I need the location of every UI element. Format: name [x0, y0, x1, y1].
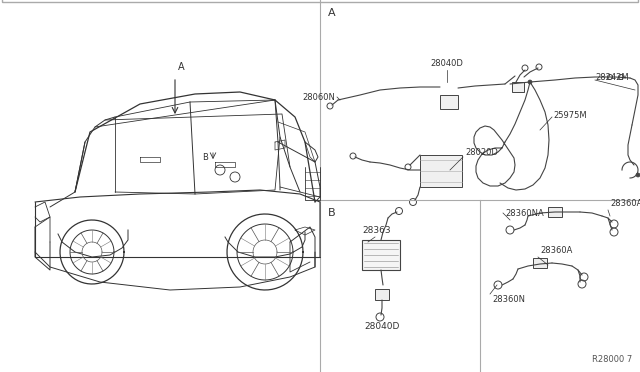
Bar [512, 82, 524, 92]
Bar [375, 289, 389, 300]
Text: A: A [328, 8, 335, 18]
Text: B: B [328, 208, 335, 218]
Text: 28360N: 28360N [492, 295, 525, 304]
Circle shape [528, 80, 532, 84]
Text: 28040D: 28040D [364, 322, 400, 331]
Text: 28360NA: 28360NA [505, 208, 544, 218]
Bar [362, 240, 400, 270]
Text: 28242M: 28242M [595, 74, 628, 83]
Text: 25975M: 25975M [553, 110, 587, 119]
Text: B: B [202, 153, 208, 161]
Text: 28360A: 28360A [540, 246, 572, 255]
Text: 28040D: 28040D [431, 59, 463, 68]
Text: 28363: 28363 [362, 226, 390, 235]
Bar [533, 258, 547, 268]
Text: 28020D: 28020D [465, 148, 498, 157]
Bar [548, 207, 562, 217]
Text: 28060N: 28060N [302, 93, 335, 102]
Text: 28360A: 28360A [610, 199, 640, 208]
Text: A: A [178, 62, 184, 72]
Text: R28000 7: R28000 7 [592, 355, 632, 364]
Bar [420, 155, 462, 187]
Circle shape [636, 173, 640, 177]
Bar [440, 95, 458, 109]
